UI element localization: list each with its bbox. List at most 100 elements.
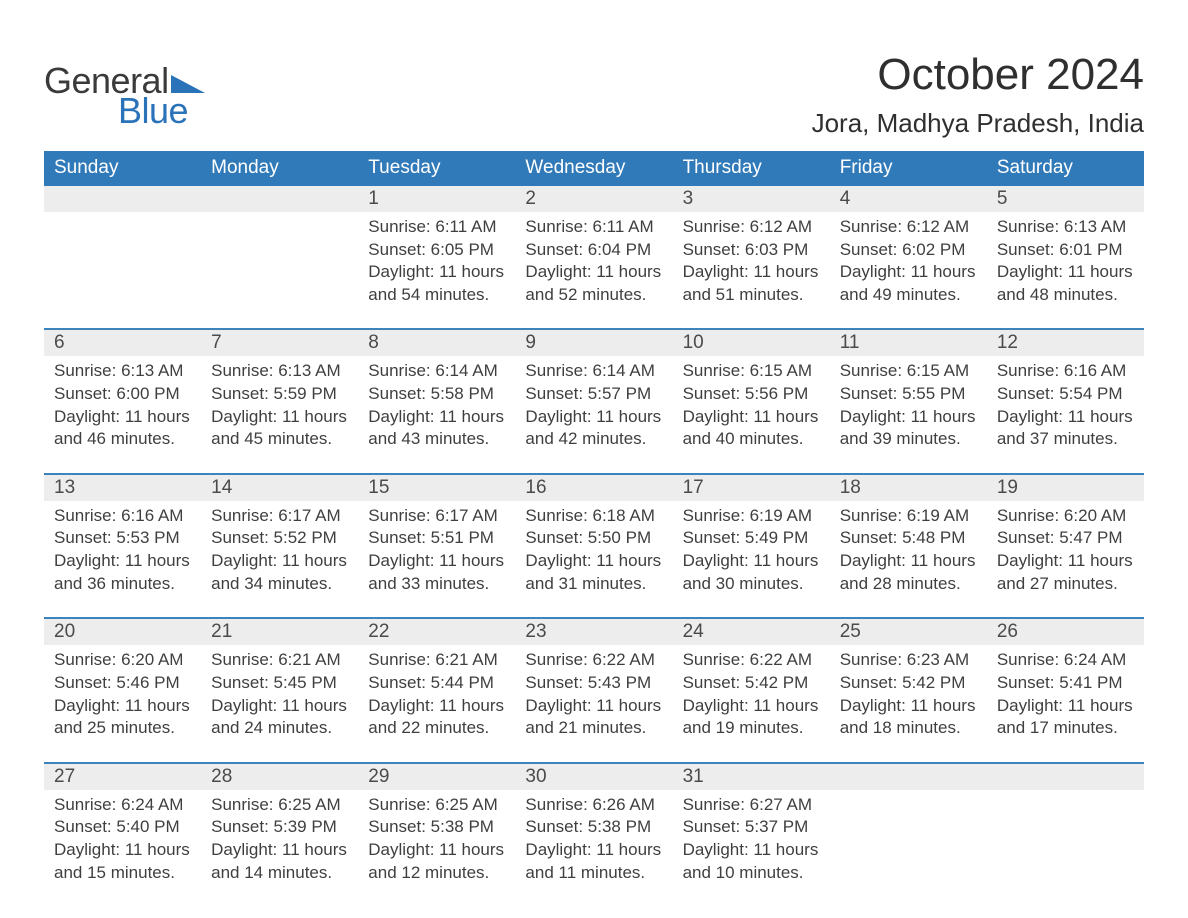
day-cell: 13Sunrise: 6:16 AMSunset: 5:53 PMDayligh… (44, 475, 201, 617)
day-number: 28 (201, 766, 232, 788)
day-cell: 6Sunrise: 6:13 AMSunset: 6:00 PMDaylight… (44, 330, 201, 472)
day-cell: 10Sunrise: 6:15 AMSunset: 5:56 PMDayligh… (673, 330, 830, 472)
sunrise-line: Sunrise: 6:14 AM (525, 360, 672, 383)
sunrise-line: Sunrise: 6:26 AM (525, 794, 672, 817)
day-body: Sunrise: 6:22 AMSunset: 5:42 PMDaylight:… (673, 645, 830, 739)
week-row: 20Sunrise: 6:20 AMSunset: 5:46 PMDayligh… (44, 617, 1144, 761)
sunset-line: Sunset: 5:52 PM (211, 527, 358, 550)
day-cell: 25Sunrise: 6:23 AMSunset: 5:42 PMDayligh… (830, 619, 987, 761)
day-number: 19 (987, 477, 1018, 499)
day-number-row: 31 (673, 764, 830, 790)
day-body (830, 790, 987, 878)
sunset-line: Sunset: 5:56 PM (683, 383, 830, 406)
month-title: October 2024 (812, 50, 1144, 100)
day-body: Sunrise: 6:15 AMSunset: 5:55 PMDaylight:… (830, 356, 987, 450)
sunset-line: Sunset: 6:04 PM (525, 239, 672, 262)
day-number: 29 (358, 766, 389, 788)
sunrise-line: Sunrise: 6:22 AM (525, 649, 672, 672)
week-row: 1Sunrise: 6:11 AMSunset: 6:05 PMDaylight… (44, 186, 1144, 328)
day-number-row: 28 (201, 764, 358, 790)
day-body: Sunrise: 6:11 AMSunset: 6:04 PMDaylight:… (515, 212, 672, 306)
day-body: Sunrise: 6:25 AMSunset: 5:39 PMDaylight:… (201, 790, 358, 884)
daylight-line: Daylight: 11 hours and 12 minutes. (368, 839, 515, 884)
day-body: Sunrise: 6:12 AMSunset: 6:02 PMDaylight:… (830, 212, 987, 306)
sunrise-line: Sunrise: 6:19 AM (840, 505, 987, 528)
day-number: 8 (358, 332, 379, 354)
day-body: Sunrise: 6:24 AMSunset: 5:40 PMDaylight:… (44, 790, 201, 884)
day-cell: 18Sunrise: 6:19 AMSunset: 5:48 PMDayligh… (830, 475, 987, 617)
day-number-row: 17 (673, 475, 830, 501)
day-cell: 28Sunrise: 6:25 AMSunset: 5:39 PMDayligh… (201, 764, 358, 906)
sunset-line: Sunset: 6:05 PM (368, 239, 515, 262)
sunrise-line: Sunrise: 6:21 AM (368, 649, 515, 672)
day-number: 4 (830, 188, 851, 210)
sunset-line: Sunset: 6:01 PM (997, 239, 1144, 262)
day-number-row (830, 764, 987, 790)
day-number: 13 (44, 477, 75, 499)
day-cell: 24Sunrise: 6:22 AMSunset: 5:42 PMDayligh… (673, 619, 830, 761)
day-cell: 7Sunrise: 6:13 AMSunset: 5:59 PMDaylight… (201, 330, 358, 472)
day-number-row: 4 (830, 186, 987, 212)
day-number: 27 (44, 766, 75, 788)
daylight-line: Daylight: 11 hours and 46 minutes. (54, 406, 201, 451)
day-number: 16 (515, 477, 546, 499)
sunrise-line: Sunrise: 6:18 AM (525, 505, 672, 528)
daylight-line: Daylight: 11 hours and 31 minutes. (525, 550, 672, 595)
day-body: Sunrise: 6:20 AMSunset: 5:46 PMDaylight:… (44, 645, 201, 739)
sunrise-line: Sunrise: 6:12 AM (683, 216, 830, 239)
day-body: Sunrise: 6:17 AMSunset: 5:52 PMDaylight:… (201, 501, 358, 595)
day-cell (830, 764, 987, 906)
daylight-line: Daylight: 11 hours and 10 minutes. (683, 839, 830, 884)
day-number-row: 30 (515, 764, 672, 790)
sunset-line: Sunset: 5:39 PM (211, 816, 358, 839)
day-number-row: 26 (987, 619, 1144, 645)
day-number: 12 (987, 332, 1018, 354)
daylight-line: Daylight: 11 hours and 24 minutes. (211, 695, 358, 740)
day-number-row: 14 (201, 475, 358, 501)
day-body: Sunrise: 6:18 AMSunset: 5:50 PMDaylight:… (515, 501, 672, 595)
daylight-line: Daylight: 11 hours and 30 minutes. (683, 550, 830, 595)
day-number: 21 (201, 621, 232, 643)
daylight-line: Daylight: 11 hours and 34 minutes. (211, 550, 358, 595)
daylight-line: Daylight: 11 hours and 18 minutes. (840, 695, 987, 740)
day-number: 14 (201, 477, 232, 499)
day-cell: 17Sunrise: 6:19 AMSunset: 5:49 PMDayligh… (673, 475, 830, 617)
day-cell: 29Sunrise: 6:25 AMSunset: 5:38 PMDayligh… (358, 764, 515, 906)
daylight-line: Daylight: 11 hours and 45 minutes. (211, 406, 358, 451)
day-cell: 30Sunrise: 6:26 AMSunset: 5:38 PMDayligh… (515, 764, 672, 906)
sunrise-line: Sunrise: 6:19 AM (683, 505, 830, 528)
sunrise-line: Sunrise: 6:16 AM (54, 505, 201, 528)
day-number: 15 (358, 477, 389, 499)
daylight-line: Daylight: 11 hours and 19 minutes. (683, 695, 830, 740)
day-cell: 15Sunrise: 6:17 AMSunset: 5:51 PMDayligh… (358, 475, 515, 617)
dow-monday: Monday (201, 151, 358, 186)
day-cell (44, 186, 201, 328)
day-body: Sunrise: 6:13 AMSunset: 5:59 PMDaylight:… (201, 356, 358, 450)
sunrise-line: Sunrise: 6:17 AM (211, 505, 358, 528)
sunrise-line: Sunrise: 6:13 AM (54, 360, 201, 383)
logo: General Blue (44, 60, 205, 132)
day-body (201, 212, 358, 300)
day-cell: 14Sunrise: 6:17 AMSunset: 5:52 PMDayligh… (201, 475, 358, 617)
day-number-row: 23 (515, 619, 672, 645)
day-cell: 1Sunrise: 6:11 AMSunset: 6:05 PMDaylight… (358, 186, 515, 328)
day-cell: 21Sunrise: 6:21 AMSunset: 5:45 PMDayligh… (201, 619, 358, 761)
day-number: 10 (673, 332, 704, 354)
daylight-line: Daylight: 11 hours and 36 minutes. (54, 550, 201, 595)
day-number: 26 (987, 621, 1018, 643)
day-body: Sunrise: 6:14 AMSunset: 5:57 PMDaylight:… (515, 356, 672, 450)
day-number: 2 (515, 188, 536, 210)
daylight-line: Daylight: 11 hours and 42 minutes. (525, 406, 672, 451)
location: Jora, Madhya Pradesh, India (812, 108, 1144, 139)
sunrise-line: Sunrise: 6:25 AM (211, 794, 358, 817)
daylight-line: Daylight: 11 hours and 33 minutes. (368, 550, 515, 595)
day-cell: 20Sunrise: 6:20 AMSunset: 5:46 PMDayligh… (44, 619, 201, 761)
daylight-line: Daylight: 11 hours and 28 minutes. (840, 550, 987, 595)
week-row: 27Sunrise: 6:24 AMSunset: 5:40 PMDayligh… (44, 762, 1144, 906)
sunset-line: Sunset: 5:48 PM (840, 527, 987, 550)
day-number-row: 7 (201, 330, 358, 356)
day-cell: 19Sunrise: 6:20 AMSunset: 5:47 PMDayligh… (987, 475, 1144, 617)
day-cell: 31Sunrise: 6:27 AMSunset: 5:37 PMDayligh… (673, 764, 830, 906)
day-number: 3 (673, 188, 694, 210)
day-number-row: 10 (673, 330, 830, 356)
